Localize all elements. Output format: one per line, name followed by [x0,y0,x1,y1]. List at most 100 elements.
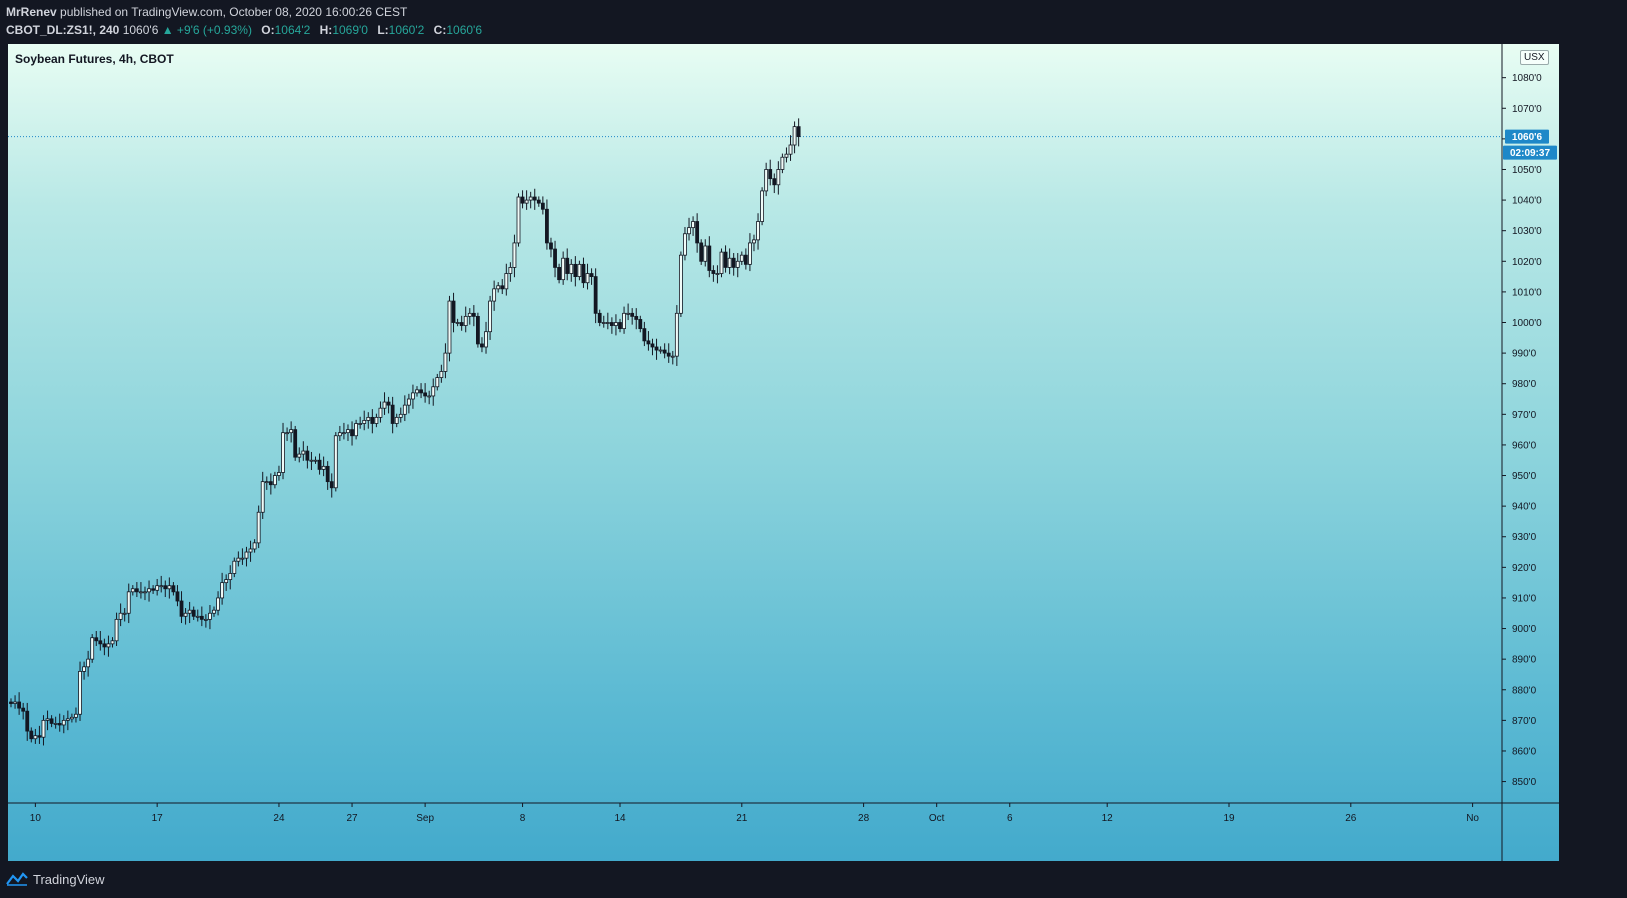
y-tick-label: 950'0 [1512,471,1537,482]
candle-body [216,597,220,611]
candle-body [21,707,26,712]
candle-body [752,239,756,244]
open-label: O: [261,23,275,37]
candle-body [199,615,204,620]
candle-body [532,196,537,201]
tradingview-logo-icon[interactable] [6,872,28,886]
x-tick-label: 27 [346,813,358,824]
candle-body [183,612,188,617]
candle-body [110,640,115,645]
candle-body [114,618,119,642]
candle-body [82,666,86,672]
candle-body [496,285,501,290]
candle-body [41,719,46,738]
candle-body [780,156,785,170]
candlestick-chart[interactable]: 850'0 860'0 870'0 880'0 890'0 900'0 910'0 920'0… [8,44,1559,861]
candle-body [597,312,602,323]
candle-body [549,242,553,250]
candle-body [585,273,590,284]
candle-body [78,670,82,715]
y-tick-label: 860'0 [1512,746,1537,757]
candle-body [29,730,34,740]
candle-body [45,718,50,721]
candle-body [65,718,70,721]
y-tick-label: 910'0 [1512,593,1537,604]
publication-info: MrRenev published on TradingView.com, Oc… [6,5,407,19]
candle-body [143,591,147,594]
candle-body [256,511,261,544]
currency-button[interactable]: USX [1520,50,1549,65]
y-tick-label: 940'0 [1512,502,1537,513]
x-tick-label: 6 [1007,813,1013,824]
candle-body [516,196,521,244]
candle-body [402,404,407,415]
candle-body [309,459,314,462]
candle-body [727,257,732,268]
x-tick-label: Sep [416,813,434,824]
candle-body [569,263,574,274]
candle-body [796,126,801,137]
candle-body [179,600,184,617]
chart-area[interactable]: 850'0 860'0 870'0 880'0 890'0 900'0 910'0 920'0… [8,44,1559,861]
candle-body [739,254,744,262]
candle-body [191,609,196,617]
candle-body [155,585,160,591]
candle-body [285,432,289,435]
x-tick-label: No [1466,813,1479,824]
candle-body [53,723,58,725]
candle-body [37,735,42,738]
candle-body [451,300,456,323]
candle-body [707,245,712,271]
candle-body [581,263,586,284]
candle-body [94,637,99,642]
candle-body [248,548,253,553]
candle-body [305,450,310,461]
candle-body [61,719,66,726]
y-tick-label: 1040'0 [1512,196,1542,207]
candle-body [224,579,229,584]
candle-body [776,169,781,186]
y-tick-label: 1070'0 [1512,104,1542,115]
footer-bar: TradingView [0,861,1627,898]
author-name[interactable]: MrRenev [6,5,57,19]
ohlc-legend: CBOT_DL:ZS1!, 240 1060'6 ▲ +9'6 (+0.93%)… [6,23,482,37]
candle-body [735,260,740,268]
candle-body [342,432,346,435]
candle-body [13,701,17,704]
candle-body [208,612,212,620]
candle-body [471,312,476,317]
candle-body [484,331,488,348]
candle-body [118,612,123,620]
candle-body [398,413,403,418]
candle-body [768,169,773,180]
candle-body [605,322,610,324]
candle-body [354,423,359,437]
candle-body [102,643,107,648]
candle-body [666,352,671,357]
y-tick-label: 990'0 [1512,349,1537,360]
candle-body [674,312,679,357]
candle-body [378,407,383,418]
candle-body [565,257,570,274]
candle-body [228,573,233,580]
candle-body [415,389,419,394]
y-tick-label: 850'0 [1512,777,1537,788]
candle-body [17,701,22,709]
candle-body [447,300,452,354]
candle-body [175,591,180,602]
candle-body [293,429,298,458]
countdown-badge [1503,145,1557,160]
candle-body [187,609,192,614]
candle-body [711,270,716,274]
candle-body [86,658,91,668]
x-tick-label: 14 [614,813,626,824]
candle-body [74,713,78,718]
candle-body [390,404,395,424]
candle-body [626,312,631,315]
x-tick-label: 26 [1345,813,1357,824]
tradingview-brand[interactable]: TradingView [33,872,105,887]
candle-body [475,315,480,345]
candle-body [419,389,423,394]
candle-body [25,710,30,732]
candle-body [57,723,62,726]
